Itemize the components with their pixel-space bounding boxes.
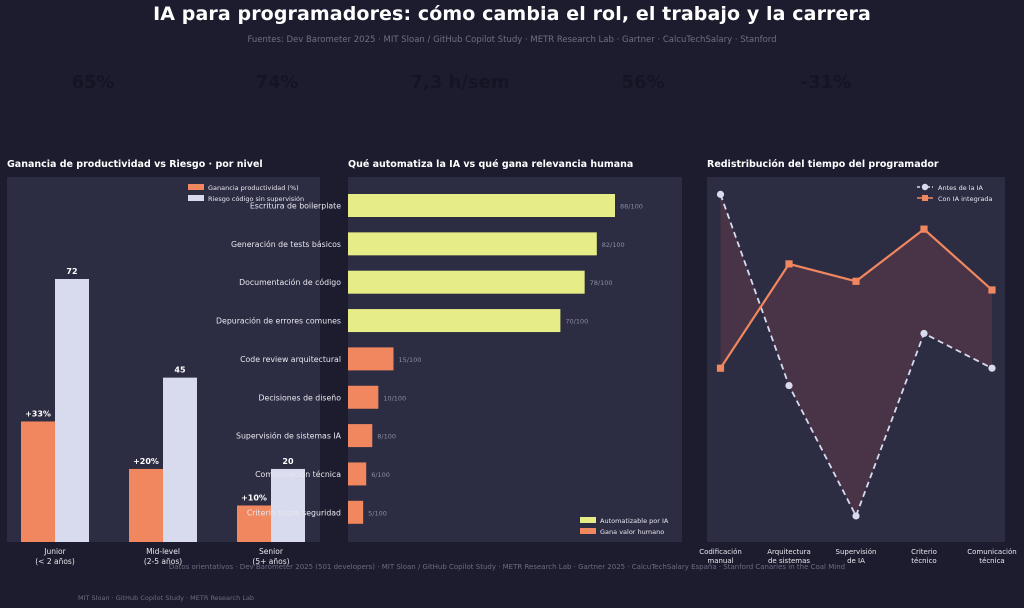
bar <box>55 279 89 542</box>
legend-label: Automatizable por IA <box>600 517 669 525</box>
legend-swatch <box>921 183 929 191</box>
y-tick-label: Comunicación técnica <box>255 470 341 479</box>
bar <box>271 468 305 542</box>
data-label: 88/100 <box>620 203 643 211</box>
panel-title-time: Redistribución del tiempo del programado… <box>707 159 939 170</box>
data-label: 5/100 <box>368 509 387 517</box>
bottom-credit: MIT Sloan · GitHub Copilot Study · METR … <box>78 594 255 602</box>
sources-subtitle: Fuentes: Dev Barometer 2025 · MIT Sloan … <box>247 35 777 45</box>
legend-swatch <box>188 184 204 190</box>
legend-swatch <box>580 528 596 534</box>
x-tick-label: técnica <box>979 557 1004 565</box>
data-label: 45 <box>174 366 186 375</box>
data-label: 10/100 <box>383 394 406 402</box>
legend-label: Ganancia productividad (%) <box>208 184 299 192</box>
kpi-card: 74% <box>177 72 377 108</box>
page-title: IA para programadores: cómo cambia el ro… <box>153 3 871 25</box>
x-tick-label: Senior <box>259 547 284 556</box>
x-tick-label: manual <box>707 557 733 565</box>
data-label: 70/100 <box>565 318 588 326</box>
x-tick-label: de sistemas <box>768 557 810 565</box>
data-label: 82/100 <box>602 241 625 249</box>
footer-note: Datos orientativos · Dev Barometer 2025 … <box>168 563 846 571</box>
bar <box>348 270 585 294</box>
y-tick-label: Generación de tests básicos <box>231 240 341 249</box>
legend-swatch <box>580 517 596 523</box>
x-tick-label: técnico <box>911 557 936 565</box>
bar <box>348 500 364 524</box>
data-label: 78/100 <box>590 279 613 287</box>
y-tick-label: Supervisión de sistemas IA <box>236 432 342 441</box>
legend-label: Riesgo código sin supervisión <box>208 195 304 203</box>
data-label: 72 <box>66 267 77 276</box>
bar <box>129 468 163 542</box>
point <box>716 190 725 198</box>
bar <box>348 232 597 256</box>
x-tick-label: Supervisión <box>836 548 877 556</box>
x-tick-label: Mid-level <box>146 547 180 556</box>
y-tick-label: Criterio sobre seguridad <box>247 508 341 517</box>
point <box>785 260 793 268</box>
difference-area <box>720 194 992 516</box>
point <box>988 364 996 372</box>
x-tick-label: (2-5 años) <box>144 557 182 566</box>
x-tick-label: Arquitectura <box>767 548 811 556</box>
y-tick-label: Code review arquitectural <box>240 355 341 364</box>
kpi-value: 74% <box>255 72 299 93</box>
point <box>852 277 860 285</box>
kpi-value: -31% <box>800 72 852 93</box>
legend-swatch <box>922 195 928 201</box>
point <box>852 512 860 520</box>
kpi-card: 65% <box>0 72 193 108</box>
x-tick-label: de IA <box>847 557 865 565</box>
legend-label: Gana valor humano <box>600 528 664 536</box>
y-tick-label: Depuración de errores comunes <box>216 317 341 326</box>
data-label: +10% <box>241 493 267 502</box>
legend-swatch <box>188 195 204 201</box>
kpi-value: 65% <box>71 72 115 93</box>
data-label: 8/100 <box>377 433 396 441</box>
bar <box>348 194 615 217</box>
panel-title-productivity: Ganancia de productividad vs Riesgo · po… <box>7 159 263 170</box>
x-tick-label: (5+ años) <box>252 557 289 566</box>
x-tick-label: Codificación <box>699 548 742 556</box>
point <box>716 364 725 372</box>
x-tick-label: Criterio <box>911 548 937 556</box>
data-label: +20% <box>133 457 159 466</box>
series-line-before <box>719 194 993 519</box>
y-tick-label: Escritura de boilerplate <box>250 202 341 211</box>
x-tick-label: (< 2 años) <box>35 557 75 566</box>
point <box>785 381 793 390</box>
y-tick-label: Decisiones de diseño <box>259 393 342 402</box>
bar <box>21 421 55 542</box>
legend-label: Antes de la IA <box>938 184 984 192</box>
kpi-card: -31% <box>726 72 926 108</box>
y-tick-label: Documentación de código <box>239 278 341 287</box>
legend-label: Con IA integrada <box>938 195 993 203</box>
x-tick-label: Comunicación <box>967 548 1016 556</box>
data-label: 20 <box>282 457 294 466</box>
x-tick-label: Junior <box>43 547 66 556</box>
bar <box>163 377 197 542</box>
bar <box>348 424 373 448</box>
panel-title-automation: Qué automatiza la IA vs qué gana relevan… <box>348 159 634 170</box>
kpi-value: 56% <box>621 72 665 93</box>
bar <box>237 505 271 542</box>
point <box>920 329 928 338</box>
bar <box>348 462 367 486</box>
bar <box>348 385 379 409</box>
time-panel-bg <box>707 177 1005 542</box>
kpi-card: 7,3 h/sem <box>360 72 560 108</box>
data-label: 6/100 <box>371 471 390 479</box>
bar <box>348 309 561 333</box>
point <box>920 225 928 233</box>
data-label: 15/100 <box>399 356 422 364</box>
point <box>988 286 996 294</box>
data-label: +33% <box>25 409 51 418</box>
bar <box>348 347 394 371</box>
kpi-card: 56% <box>543 72 743 108</box>
kpi-value: 7,3 h/sem <box>410 72 510 93</box>
